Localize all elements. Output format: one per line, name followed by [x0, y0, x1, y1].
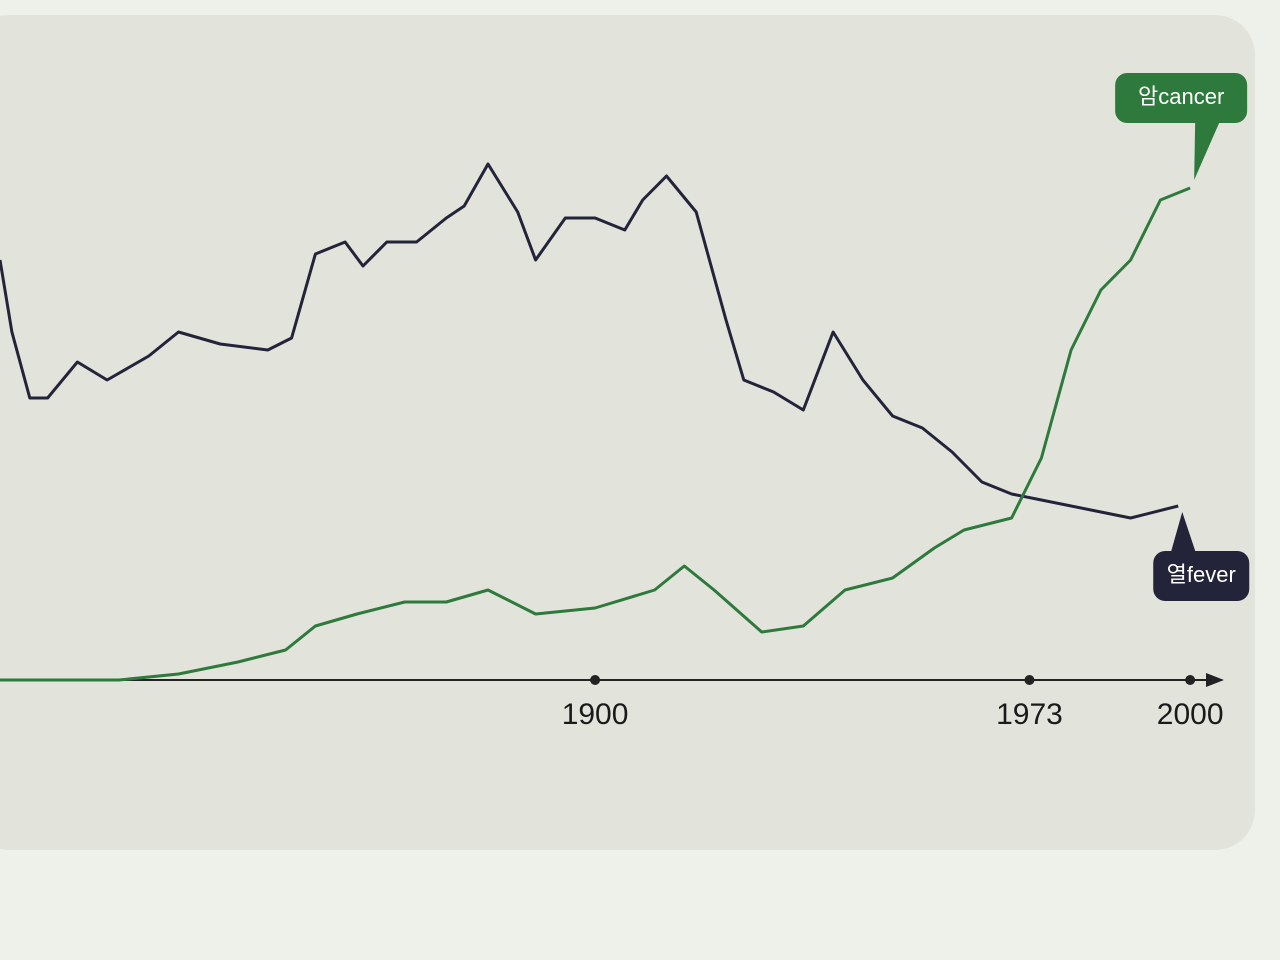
line-series [0, 162, 1179, 520]
x-axis-arrow [1206, 673, 1224, 687]
x-tick-dot [590, 675, 601, 685]
line-series [0, 186, 1191, 682]
x-tick-dot [1185, 675, 1196, 685]
callout-box [1153, 551, 1250, 601]
callout-box [1115, 73, 1248, 123]
x-tick-label: 1900 [562, 698, 629, 731]
x-tick-label: 1973 [996, 698, 1063, 731]
x-tick-dot [1024, 675, 1035, 685]
legend-label: 암cancer [1138, 84, 1224, 109]
page-card [0, 15, 1255, 850]
legend-label: 열fever [1167, 562, 1236, 587]
callout-pointer [1194, 123, 1220, 180]
x-tick-label: 2000 [1157, 698, 1224, 731]
callout-pointer [1171, 512, 1196, 551]
